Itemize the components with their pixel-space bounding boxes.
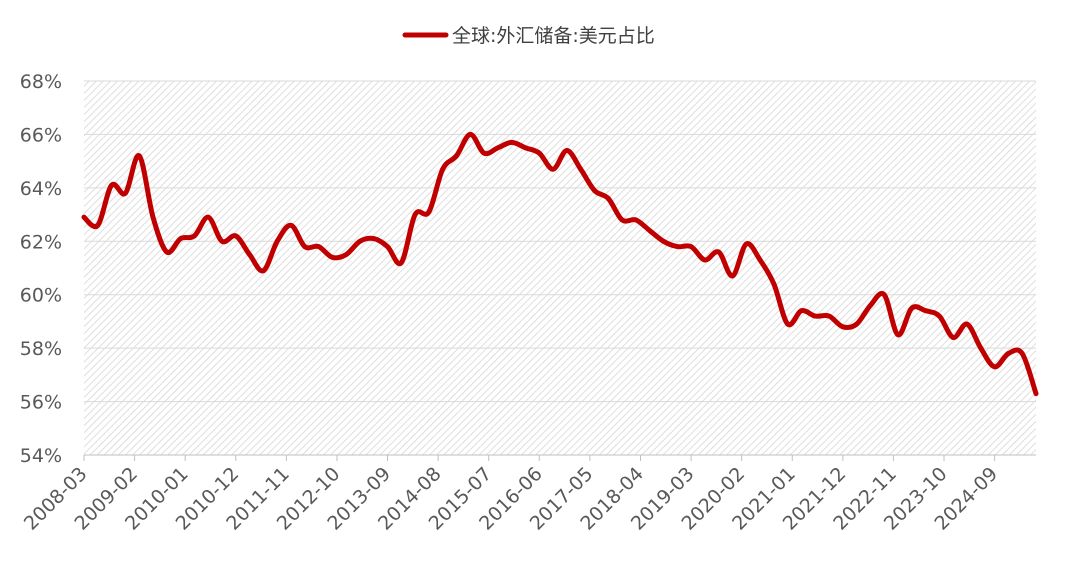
data-point [868, 303, 873, 308]
data-point [440, 166, 446, 172]
legend-label: 全球:外汇储备:美元占比 [452, 25, 655, 47]
data-point [937, 313, 942, 319]
data-point [743, 241, 749, 247]
data-point [633, 217, 639, 223]
data-point [854, 321, 859, 327]
data-point [81, 214, 87, 220]
data-point [357, 238, 363, 244]
data-point [136, 153, 142, 159]
data-point [150, 214, 156, 220]
data-point [164, 249, 170, 255]
data-point [481, 150, 487, 156]
data-point [923, 308, 928, 314]
data-point [688, 244, 694, 250]
data-point [647, 228, 653, 234]
y-tick-label: 64% [20, 178, 62, 200]
data-point [233, 233, 239, 239]
data-point [109, 182, 114, 188]
data-point [757, 257, 763, 263]
data-point [895, 332, 901, 338]
data-point [178, 236, 184, 242]
data-point [454, 153, 459, 159]
data-point [536, 150, 542, 156]
data-point [1033, 391, 1039, 396]
y-tick-label: 58% [20, 338, 62, 360]
data-point [840, 324, 846, 330]
data-point [661, 238, 666, 244]
data-point [578, 166, 584, 172]
data-point [343, 252, 349, 257]
data-point [950, 335, 956, 340]
data-point [302, 244, 308, 250]
data-point [674, 244, 680, 250]
data-point [385, 244, 390, 250]
y-tick-label: 62% [20, 231, 62, 253]
data-point [785, 321, 791, 327]
data-point [826, 313, 832, 319]
data-point [799, 308, 804, 314]
data-point [730, 273, 735, 279]
data-point [605, 196, 611, 201]
data-points [81, 132, 1039, 396]
x-axis: 2008-032009-022010-012010-122011-112012-… [20, 455, 1002, 535]
data-point [592, 188, 597, 193]
data-point [123, 190, 128, 196]
data-point [992, 364, 997, 370]
y-tick-label: 56% [20, 392, 62, 414]
data-point [192, 233, 197, 239]
data-point [261, 268, 266, 274]
data-point [288, 222, 294, 228]
data-point [219, 238, 225, 244]
y-tick-label: 54% [20, 445, 62, 467]
data-point [1019, 351, 1025, 356]
data-point [619, 217, 625, 223]
data-point [495, 145, 501, 151]
data-point [371, 236, 377, 242]
data-point [316, 244, 321, 250]
data-point [247, 252, 253, 257]
series-line-usd-share [81, 131, 1039, 397]
data-point [467, 132, 473, 137]
data-point [205, 214, 211, 220]
y-tick-label: 68% [20, 71, 62, 93]
data-point [274, 238, 280, 244]
data-point [771, 281, 777, 287]
data-point [812, 313, 818, 319]
data-point [1006, 351, 1011, 356]
data-point [412, 212, 418, 218]
data-point [398, 260, 404, 266]
legend: 全球:外汇储备:美元占比 [402, 25, 655, 47]
y-tick-label: 66% [20, 124, 62, 146]
y-axis: 54% 56% 58% 60% 62% 64% 66% 68% [20, 71, 62, 467]
data-point [702, 257, 708, 263]
data-point [978, 345, 984, 351]
plot-area [84, 81, 1036, 455]
data-point [564, 148, 570, 153]
data-point [881, 292, 887, 298]
data-point [550, 166, 556, 172]
data-point [523, 145, 528, 151]
data-point [509, 140, 515, 145]
y-tick-label: 60% [20, 285, 62, 307]
data-point [329, 254, 335, 260]
data-point [95, 222, 101, 228]
data-point [909, 305, 915, 311]
data-point [426, 209, 432, 215]
data-point [716, 249, 722, 255]
data-point [964, 321, 970, 327]
